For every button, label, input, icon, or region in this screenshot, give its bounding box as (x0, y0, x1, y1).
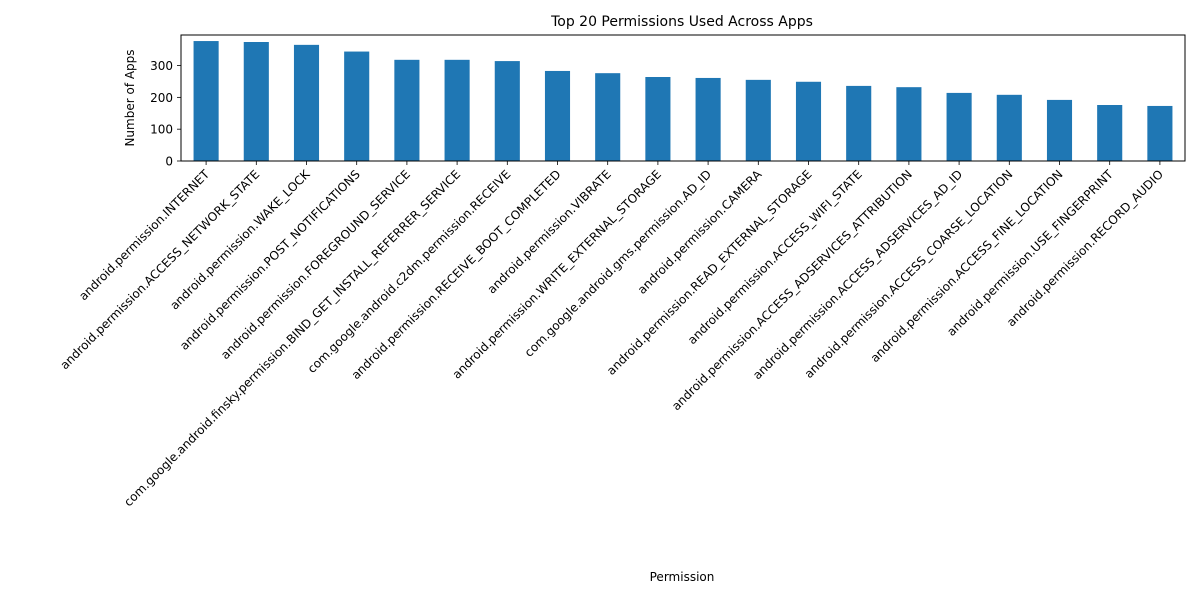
x-tick-label-4: android.permission.FOREGROUND_SERVICE (218, 167, 413, 362)
x-tick-label-3: android.permission.POST_NOTIFICATIONS (177, 167, 363, 353)
bar-5 (444, 59, 470, 161)
x-tick-label-17: android.permission.ACCESS_FINE_LOCATION (868, 167, 1066, 365)
bar-0 (193, 41, 219, 161)
bar-9 (645, 77, 671, 161)
bars-layer (193, 41, 1173, 162)
bar-2 (293, 44, 320, 161)
x-tick-label-5: com.google.android.finsky.permission.BIN… (121, 167, 463, 509)
y-axis-label: Number of Apps (123, 49, 137, 146)
x-axis-label: Permission (650, 570, 715, 584)
bar-14 (896, 87, 922, 161)
x-tick-label-13: android.permission.ACCESS_WIFI_STATE (685, 167, 865, 347)
bar-8 (595, 73, 621, 161)
y-tick-label-1: 100 (150, 123, 173, 137)
bar-17 (1046, 99, 1073, 161)
bar-1 (243, 42, 269, 161)
y-tick-label-0: 0 (165, 155, 173, 169)
plot-frame (180, 34, 1186, 162)
x-axis: android.permission.INTERNETandroid.permi… (57, 161, 1166, 509)
bar-19 (1147, 105, 1173, 161)
bar-11 (745, 79, 771, 161)
bar-3 (344, 51, 370, 161)
y-tick-label-2: 200 (150, 91, 173, 105)
bar-18 (1097, 105, 1123, 161)
x-tick-label-14: android.permission.ACCESS_ADSERVICES_ATT… (669, 167, 915, 413)
bar-10 (695, 77, 721, 161)
bar-4 (394, 59, 420, 161)
y-axis: 0 100 200 300 (150, 59, 181, 169)
x-tick-label-10: com.google.android.gms.permission.AD_ID (522, 167, 714, 359)
bar-16 (996, 94, 1022, 161)
chart-title: Top 20 Permissions Used Across Apps (550, 14, 813, 30)
bar-6 (494, 61, 520, 162)
y-tick-label-3: 300 (150, 59, 173, 73)
bar-12 (795, 81, 822, 161)
bar-13 (846, 85, 872, 161)
bar-15 (946, 92, 972, 161)
bar-7 (544, 70, 571, 161)
